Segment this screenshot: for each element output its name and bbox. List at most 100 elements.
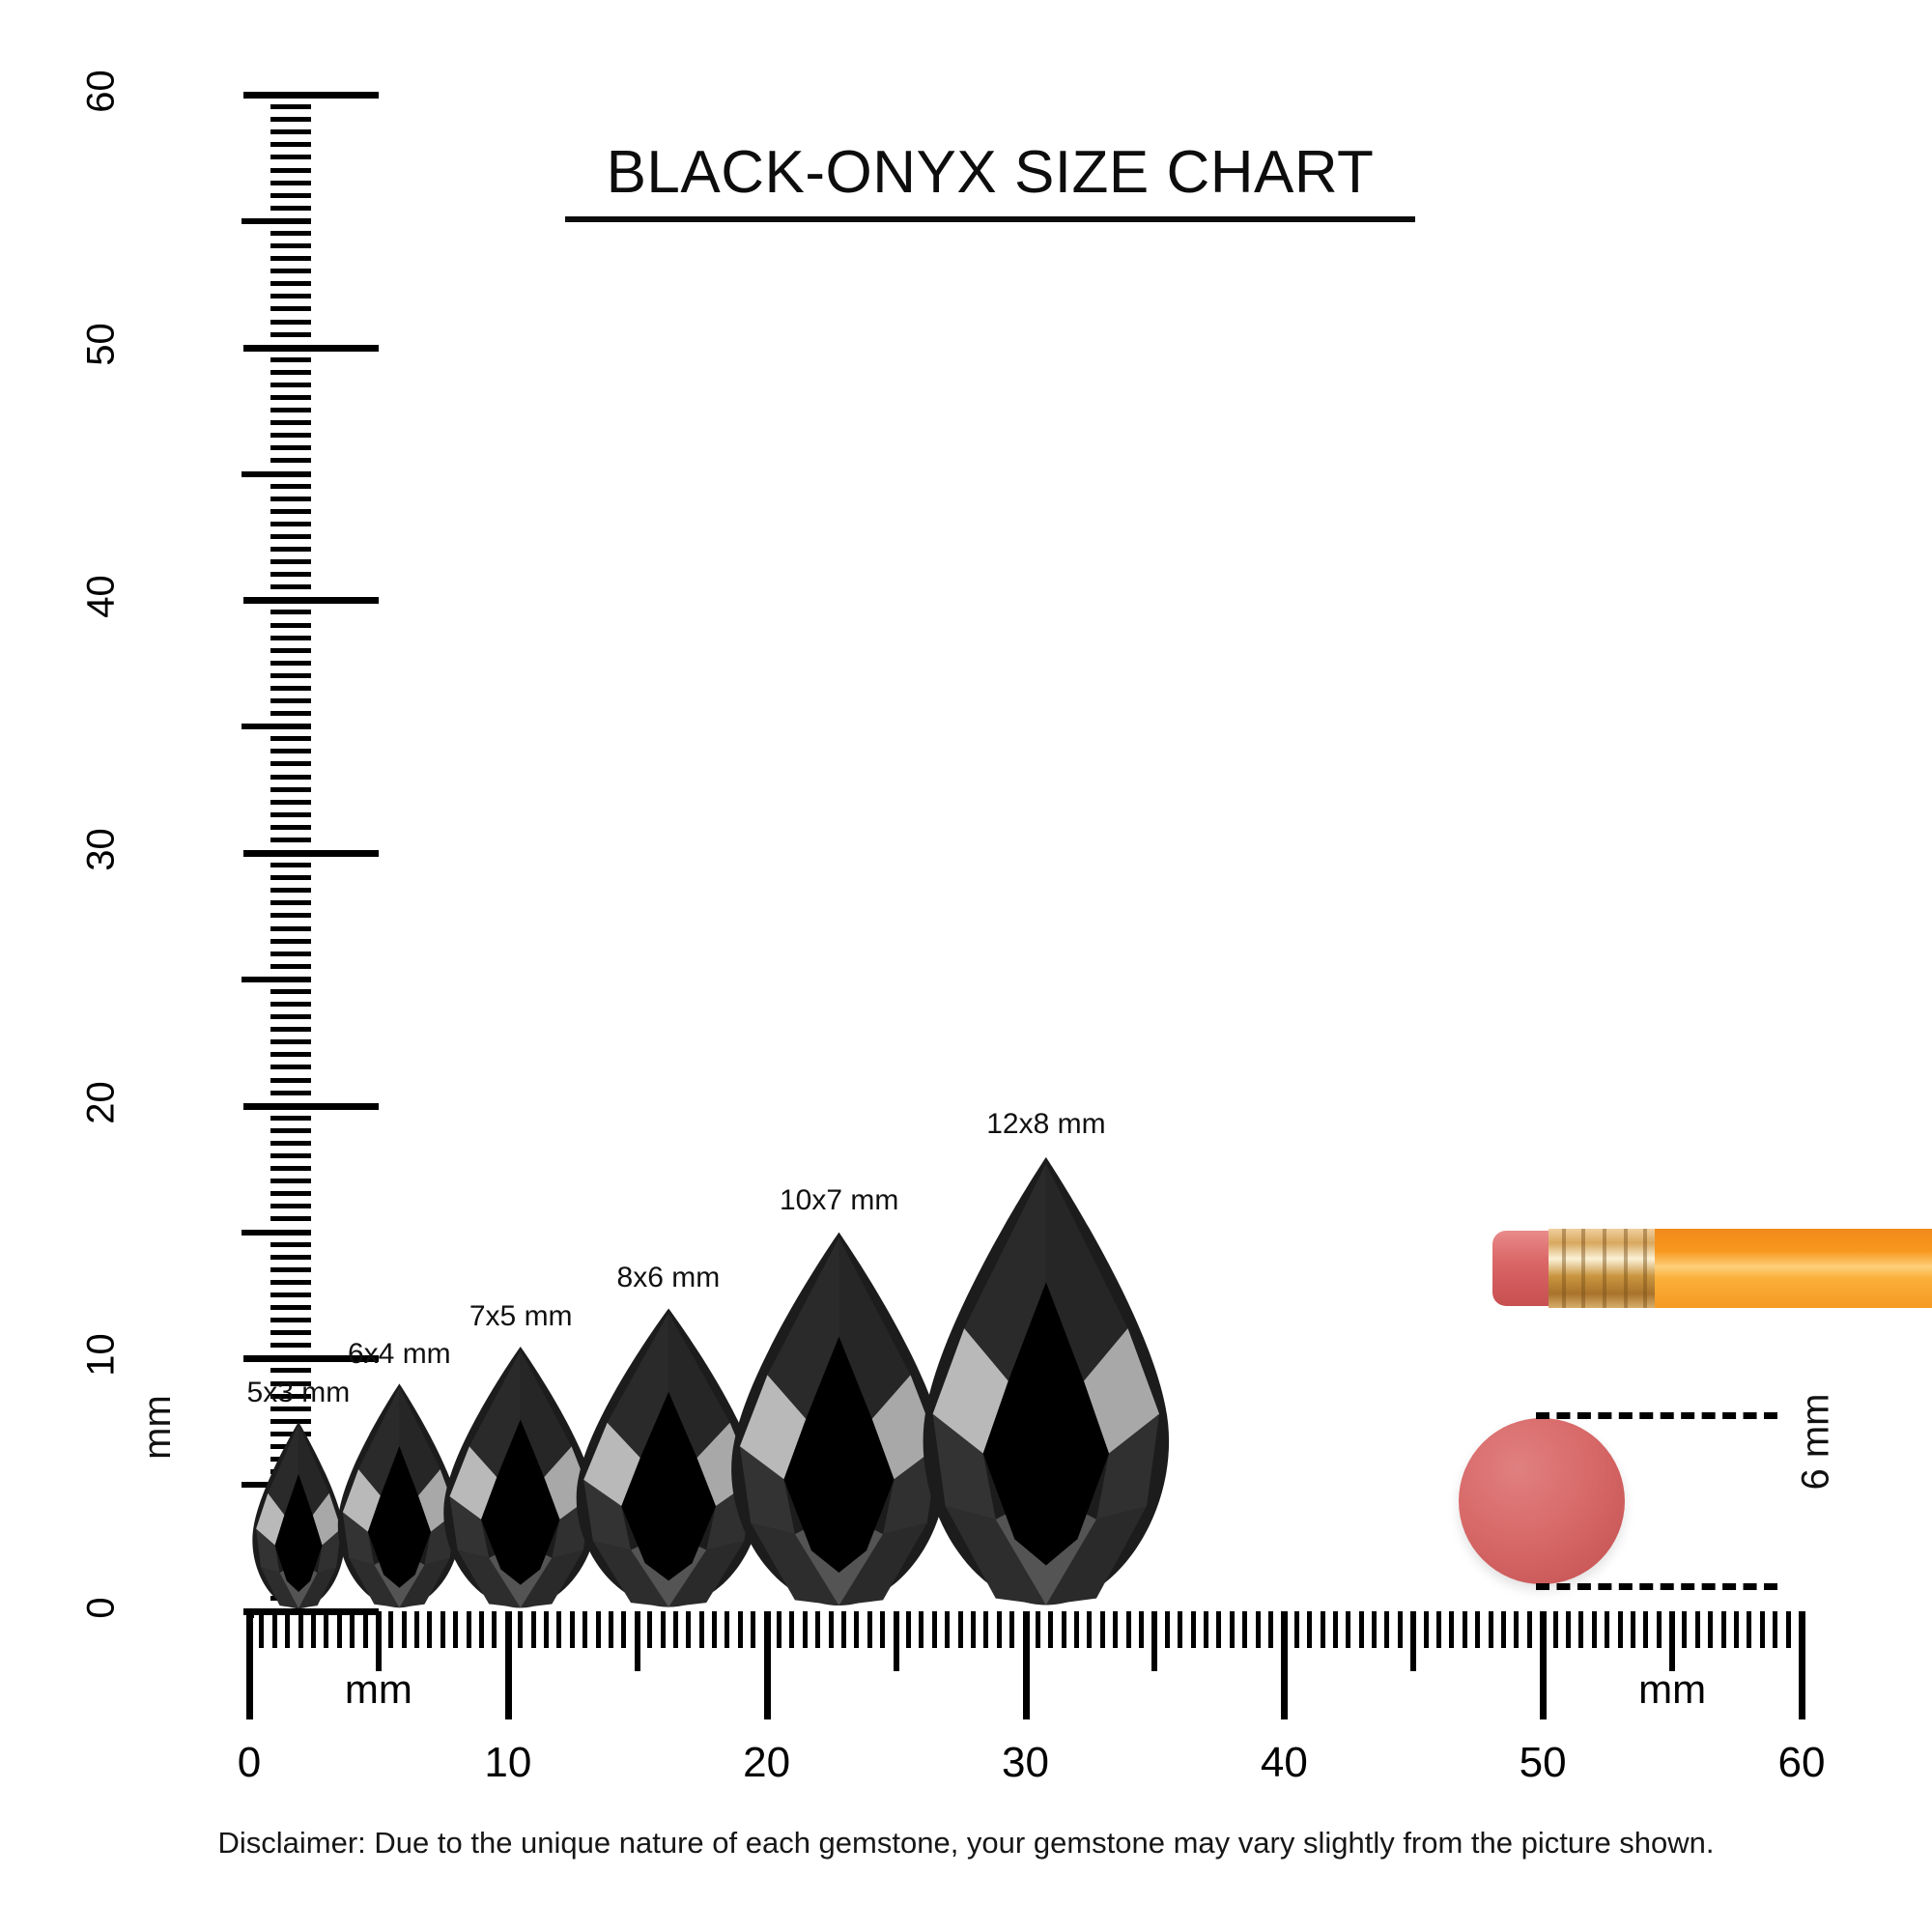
horizontal-ruler-tick [777, 1611, 782, 1648]
vertical-ruler-tick [270, 167, 311, 173]
horizontal-ruler-tick [1372, 1611, 1378, 1648]
horizontal-ruler-tick [1178, 1611, 1183, 1648]
vertical-ruler-tick-label: 30 [79, 828, 123, 871]
horizontal-ruler-tick [1242, 1611, 1248, 1648]
horizontal-ruler-tick [1307, 1611, 1313, 1648]
horizontal-ruler-tick [1734, 1611, 1740, 1648]
gemstone-item[interactable]: 10x7 mm [701, 1184, 977, 1611]
vertical-ruler-tick [270, 180, 311, 185]
horizontal-ruler-tick [1500, 1611, 1506, 1648]
vertical-ruler-tick [270, 1065, 311, 1070]
vertical-ruler-tick [270, 281, 311, 287]
vertical-ruler-tick [270, 205, 311, 211]
vertical-ruler-tick [270, 483, 311, 489]
vertical-ruler-tick [270, 1014, 311, 1020]
gemstone-size-label: 12x8 mm [986, 1107, 1106, 1140]
vertical-ruler-tick [270, 1039, 311, 1045]
horizontal-ruler-tick [1540, 1611, 1548, 1719]
vertical-ruler-tick [270, 1305, 311, 1310]
pencil-ferrule-icon [1548, 1229, 1657, 1308]
gemstone-icon [337, 1383, 461, 1608]
vertical-ruler-tick [270, 1027, 311, 1033]
vertical-ruler-tick [270, 811, 311, 817]
vertical-ruler-tick [270, 1393, 311, 1399]
vertical-ruler-tick [270, 496, 311, 501]
gemstone-item[interactable]: 7x5 mm [422, 1300, 619, 1611]
horizontal-ruler-tick [1617, 1611, 1623, 1648]
vertical-ruler-tick [270, 382, 311, 387]
horizontal-ruler-tick [686, 1611, 692, 1648]
vertical-ruler-tick [243, 344, 379, 352]
gemstone-item[interactable]: 5x3 mm [240, 1377, 357, 1611]
vertical-ruler-tick [270, 774, 311, 780]
vertical-ruler-tick [270, 369, 311, 375]
horizontal-ruler-tick [544, 1611, 549, 1648]
horizontal-ruler-tick [1320, 1611, 1325, 1648]
gemstone-item[interactable]: 12x8 mm [889, 1108, 1204, 1611]
horizontal-ruler-tick [698, 1611, 704, 1648]
horizontal-ruler-tick [427, 1611, 433, 1648]
horizontal-ruler-tick [310, 1611, 316, 1648]
horizontal-ruler-tick [582, 1611, 588, 1648]
horizontal-ruler-tick [1009, 1611, 1015, 1648]
horizontal-ruler-tick [1346, 1611, 1351, 1648]
horizontal-ruler-tick [504, 1611, 512, 1719]
horizontal-ruler-tick [440, 1611, 445, 1648]
gemstone-item[interactable]: 8x6 mm [551, 1262, 786, 1611]
horizontal-ruler-tick [1384, 1611, 1390, 1648]
vertical-ruler-tick [270, 1077, 311, 1083]
vertical-ruler-tick [270, 521, 311, 526]
vertical-ruler-tick [270, 1002, 311, 1007]
horizontal-ruler-tick-label: 30 [1002, 1739, 1049, 1786]
vertical-ruler-tick [270, 319, 311, 325]
vertical-ruler-tick [270, 672, 311, 678]
vertical-ruler-tick [270, 1431, 311, 1436]
horizontal-ruler-tick-label: 20 [743, 1739, 791, 1786]
vertical-ruler-tick [270, 1406, 311, 1411]
horizontal-ruler-tick-label: 0 [237, 1739, 262, 1786]
horizontal-ruler-tick [350, 1611, 355, 1648]
horizontal-ruler-tick [1255, 1611, 1261, 1648]
horizontal-ruler-tick [259, 1611, 265, 1648]
horizontal-ruler-tick [1643, 1611, 1649, 1648]
vertical-ruler-tick [242, 470, 311, 477]
vertical-ruler-tick [270, 1179, 311, 1184]
horizontal-ruler-tick [1475, 1611, 1481, 1648]
horizontal-ruler-tick [324, 1611, 329, 1648]
vertical-ruler-tick [270, 1166, 311, 1172]
horizontal-ruler-tick [1190, 1611, 1196, 1648]
horizontal-ruler-tick [672, 1611, 678, 1648]
horizontal-ruler-tick [1630, 1611, 1635, 1648]
horizontal-ruler-tick [453, 1611, 459, 1648]
horizontal-ruler-tick [815, 1611, 821, 1648]
vertical-ruler-tick [270, 356, 311, 362]
horizontal-ruler-tick [1087, 1611, 1093, 1648]
vertical-ruler-tick-label: 40 [79, 575, 123, 619]
vertical-ruler-tick [270, 1380, 311, 1386]
horizontal-ruler-tick [1216, 1611, 1222, 1648]
horizontal-ruler-tick [634, 1611, 640, 1671]
vertical-ruler-tick [270, 433, 311, 439]
horizontal-ruler-tick [1139, 1611, 1145, 1648]
horizontal-ruler-tick [1747, 1611, 1752, 1648]
vertical-ruler-tick [270, 900, 311, 906]
horizontal-ruler-tick [751, 1611, 756, 1648]
vertical-ruler-tick [270, 1318, 311, 1323]
horizontal-ruler-tick [1708, 1611, 1714, 1648]
horizontal-ruler-tick [595, 1611, 601, 1648]
horizontal-ruler-tick [285, 1611, 291, 1648]
gemstone-item[interactable]: 6x4 mm [321, 1338, 478, 1611]
vertical-ruler-tick [270, 1241, 311, 1247]
vertical-ruler-tick [270, 142, 311, 148]
horizontal-ruler-tick [919, 1611, 924, 1648]
gemstone-icon [731, 1232, 948, 1606]
horizontal-ruler-unit-label: mm [1638, 1666, 1707, 1712]
horizontal-ruler-tick [854, 1611, 860, 1648]
horizontal-ruler-tick [1074, 1611, 1080, 1648]
horizontal-ruler-tick [945, 1611, 951, 1648]
horizontal-ruler-tick [608, 1611, 613, 1648]
horizontal-ruler-tick [1293, 1611, 1299, 1648]
horizontal-ruler-tick-label: 50 [1519, 1739, 1567, 1786]
horizontal-ruler-tick [1799, 1611, 1805, 1719]
